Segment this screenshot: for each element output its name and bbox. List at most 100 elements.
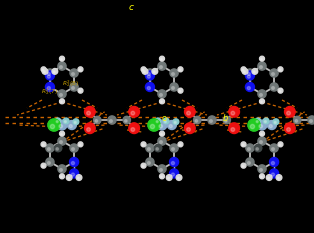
Circle shape <box>131 111 135 115</box>
Circle shape <box>156 121 158 123</box>
Circle shape <box>164 121 166 123</box>
Circle shape <box>277 177 279 179</box>
Circle shape <box>241 142 246 147</box>
Circle shape <box>310 120 312 123</box>
Circle shape <box>56 121 58 123</box>
Circle shape <box>148 119 160 131</box>
Circle shape <box>55 118 61 124</box>
Circle shape <box>68 177 69 179</box>
Circle shape <box>231 128 235 131</box>
Circle shape <box>258 137 266 145</box>
Circle shape <box>158 90 166 98</box>
Circle shape <box>160 141 162 144</box>
Circle shape <box>60 141 62 144</box>
Circle shape <box>142 69 148 74</box>
Circle shape <box>195 120 198 122</box>
Circle shape <box>58 165 66 173</box>
Circle shape <box>79 90 81 92</box>
Circle shape <box>160 101 162 103</box>
Circle shape <box>158 137 166 145</box>
Circle shape <box>50 124 55 129</box>
Circle shape <box>261 176 262 178</box>
Circle shape <box>78 88 83 93</box>
Circle shape <box>179 69 181 71</box>
Circle shape <box>47 86 50 90</box>
Circle shape <box>267 120 276 130</box>
Circle shape <box>172 148 175 151</box>
Circle shape <box>47 73 50 75</box>
Circle shape <box>187 128 190 131</box>
Circle shape <box>258 165 266 173</box>
Circle shape <box>153 71 155 73</box>
Circle shape <box>242 69 248 74</box>
Circle shape <box>73 119 79 125</box>
Circle shape <box>270 144 278 152</box>
Circle shape <box>178 88 183 93</box>
Circle shape <box>246 158 254 166</box>
Circle shape <box>160 66 162 69</box>
Circle shape <box>278 142 283 147</box>
Circle shape <box>242 144 244 146</box>
Circle shape <box>160 58 162 60</box>
Circle shape <box>123 116 130 124</box>
Circle shape <box>243 71 245 73</box>
Circle shape <box>160 131 165 136</box>
Text: o: o <box>162 114 167 123</box>
Circle shape <box>179 144 181 146</box>
Circle shape <box>247 161 250 164</box>
Circle shape <box>163 118 169 124</box>
Circle shape <box>141 67 146 72</box>
Circle shape <box>43 71 45 73</box>
Circle shape <box>71 173 74 176</box>
Circle shape <box>167 177 170 179</box>
Circle shape <box>179 90 181 92</box>
Circle shape <box>248 119 260 131</box>
Circle shape <box>46 144 54 152</box>
Circle shape <box>46 82 54 92</box>
Circle shape <box>141 163 146 168</box>
Circle shape <box>152 69 158 74</box>
Circle shape <box>61 101 62 103</box>
Circle shape <box>58 90 66 98</box>
Circle shape <box>263 118 269 124</box>
Circle shape <box>171 161 175 165</box>
Circle shape <box>63 118 69 124</box>
Circle shape <box>42 69 44 71</box>
Circle shape <box>270 83 278 91</box>
Circle shape <box>52 69 58 74</box>
Circle shape <box>158 62 166 70</box>
Circle shape <box>178 67 183 72</box>
Circle shape <box>271 161 274 165</box>
Circle shape <box>142 144 144 146</box>
Circle shape <box>257 120 267 130</box>
Circle shape <box>60 168 62 171</box>
Circle shape <box>246 69 254 77</box>
Circle shape <box>256 121 258 123</box>
Circle shape <box>146 158 154 166</box>
Circle shape <box>46 69 54 77</box>
Circle shape <box>173 119 179 125</box>
Circle shape <box>70 169 78 178</box>
Circle shape <box>58 137 66 145</box>
Circle shape <box>294 116 301 124</box>
Circle shape <box>60 131 64 136</box>
Circle shape <box>47 148 50 151</box>
Circle shape <box>269 125 272 128</box>
Circle shape <box>87 111 90 115</box>
Circle shape <box>247 148 250 151</box>
Circle shape <box>172 73 175 75</box>
Circle shape <box>157 120 167 130</box>
Circle shape <box>170 83 178 91</box>
Circle shape <box>158 165 166 173</box>
Circle shape <box>276 175 282 180</box>
Circle shape <box>42 69 48 74</box>
Circle shape <box>56 148 58 150</box>
Circle shape <box>84 123 95 134</box>
Circle shape <box>129 106 139 117</box>
Circle shape <box>61 176 62 178</box>
Circle shape <box>231 111 235 115</box>
Circle shape <box>261 58 262 60</box>
Circle shape <box>260 66 263 69</box>
Circle shape <box>129 123 139 134</box>
Circle shape <box>58 62 66 70</box>
